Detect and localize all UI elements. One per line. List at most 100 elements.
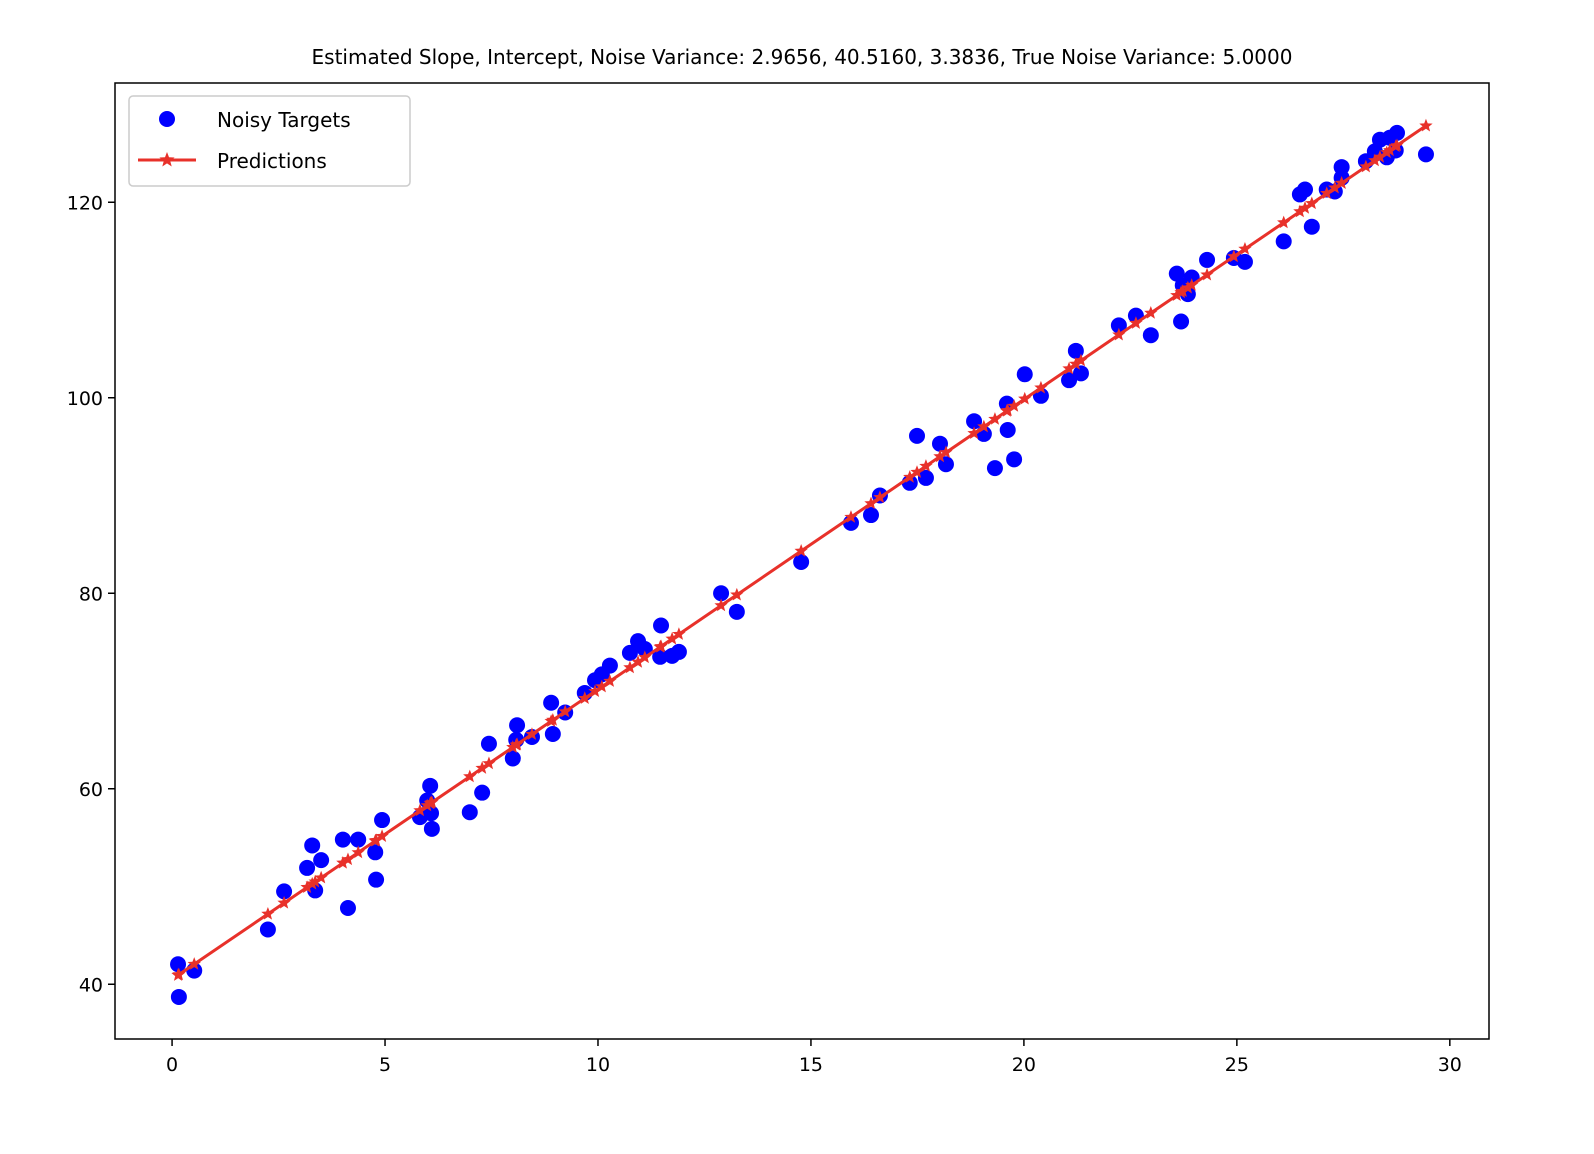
prediction-point [623, 660, 637, 674]
prediction-point [546, 713, 560, 726]
prediction-point [369, 833, 383, 847]
noisy-target-point [1275, 233, 1292, 250]
prediction-point [1383, 143, 1397, 157]
noisy-target-point [999, 422, 1016, 439]
x-tick-label: 20 [1012, 1054, 1036, 1076]
noisy-target-point [422, 777, 439, 794]
noisy-target-point [601, 657, 618, 674]
noisy-target-point [350, 831, 367, 848]
noisy-target-point [1016, 366, 1033, 383]
prediction-point [631, 655, 645, 668]
noisy-target-point [1199, 251, 1216, 268]
noisy-target-point [509, 717, 526, 734]
prediction-point [1181, 280, 1195, 294]
noisy-target-point [313, 852, 330, 869]
prediction-point [714, 598, 728, 612]
prediction-point [1069, 357, 1083, 370]
noisy-target-point [461, 804, 478, 821]
prediction-point [341, 852, 355, 866]
legend: Noisy Targets Predictions [128, 95, 411, 187]
chart-title: Estimated Slope, Intercept, Noise Varian… [312, 45, 1293, 69]
prediction-point [1170, 288, 1184, 302]
noisy-target-point [423, 820, 440, 837]
prediction-point [375, 829, 389, 842]
prediction-point [1373, 150, 1387, 163]
noisy-target-point [621, 644, 638, 661]
y-tick-label: 80 [79, 583, 103, 605]
prediction-point [425, 795, 439, 809]
prediction-point [910, 465, 924, 478]
noisy-target-point [259, 921, 276, 938]
noisy-target-point [543, 694, 560, 711]
prediction-point [506, 740, 520, 753]
prediction-point [1328, 180, 1342, 194]
noisy-target-point [931, 435, 948, 452]
prediction-point [1368, 153, 1382, 167]
prediction-point [308, 874, 322, 888]
prediction-point [1293, 204, 1307, 218]
noisy-target-point [652, 648, 669, 665]
noisy-target-point [1061, 372, 1078, 389]
y-tick-label: 120 [67, 192, 103, 214]
noisy-target-point [1236, 253, 1253, 270]
y-tick-label: 100 [67, 388, 103, 410]
x-tick-label: 15 [799, 1054, 823, 1076]
prediction-point [482, 756, 496, 770]
noisy-target-point [653, 617, 670, 634]
prediction-point [730, 587, 744, 601]
prediction-point [336, 855, 350, 869]
legend-label-predictions: Predictions [217, 149, 327, 173]
noisy-target-point [339, 900, 356, 917]
noisy-target-point [170, 956, 187, 973]
axis-ticks: 0 5 10 15 20 25 30 40 60 80 100 120 [67, 192, 1462, 1076]
noisy-target-point [334, 831, 351, 848]
prediction-point [420, 798, 434, 812]
prediction-point [654, 639, 668, 653]
noisy-target-point [1110, 317, 1127, 334]
prediction-point [919, 459, 933, 472]
noisy-target-point [170, 988, 187, 1005]
prediction-point [1034, 380, 1048, 394]
noisy-target-point [423, 805, 440, 822]
noisy-target-point [474, 784, 491, 801]
prediction-point [1129, 316, 1143, 329]
noisy-target-point [304, 837, 321, 854]
prediction-point [1334, 176, 1349, 189]
noisy-target-point [917, 469, 934, 486]
prediction-point [1062, 361, 1076, 375]
prediction-point [1277, 215, 1291, 229]
noisy-target-point [908, 427, 925, 444]
prediction-point [1380, 145, 1394, 159]
prediction-point [1001, 403, 1015, 417]
prediction-point [1176, 284, 1190, 297]
noisy-target-point [1173, 313, 1190, 330]
prediction-point [1007, 399, 1021, 412]
prediction-point [351, 845, 365, 859]
prediction-point [967, 426, 981, 440]
legend-marker-noisy-targets [159, 111, 175, 127]
prediction-point [864, 496, 878, 510]
prediction-point [1074, 353, 1088, 367]
prediction-point [277, 895, 291, 909]
prediction-point [1359, 159, 1373, 173]
axes-frame [114, 82, 1490, 1040]
prediction-point [873, 490, 887, 504]
prediction-point [977, 419, 991, 433]
prediction-point [172, 967, 186, 981]
noisy-target-point [1067, 342, 1084, 359]
noisy-target-point [1303, 218, 1320, 235]
prediction-point [939, 445, 953, 459]
noisy-target-point [670, 643, 687, 660]
prediction-point [413, 803, 427, 817]
x-tick-label: 0 [166, 1054, 178, 1076]
noisy-target-point [480, 735, 497, 752]
prediction-point [903, 470, 917, 483]
x-tick-label: 25 [1225, 1054, 1249, 1076]
legend-box [128, 95, 411, 187]
prediction-point [672, 627, 686, 640]
prediction-point [988, 412, 1002, 425]
prediction-point [261, 906, 275, 920]
prediction-point [1390, 138, 1404, 152]
noisy-target-point [276, 883, 293, 900]
prediction-point [1419, 118, 1433, 132]
